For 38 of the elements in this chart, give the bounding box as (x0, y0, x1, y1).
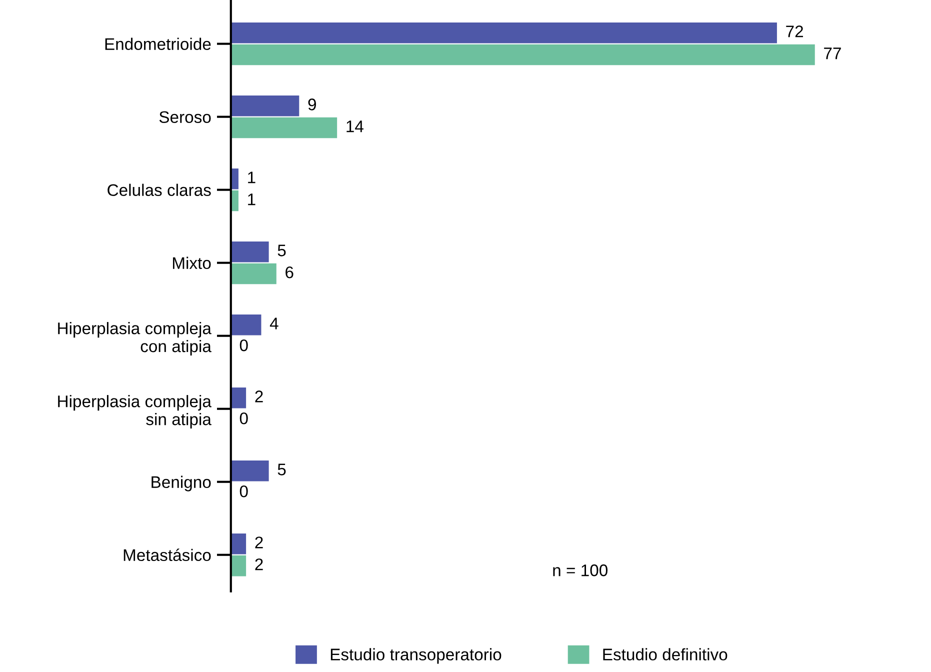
data-label: 0 (240, 412, 248, 424)
y-tick-label: Seroso (159, 111, 211, 124)
data-label: 0 (240, 485, 248, 498)
data-label: 2 (255, 536, 263, 548)
data-label: 5 (278, 244, 286, 256)
bar (230, 95, 300, 116)
y-tick-label: Endometrioide (105, 38, 211, 50)
y-tick-label: Mixto (172, 256, 211, 270)
y-tick-label: Hiperplasia compleja sin atipia (58, 395, 212, 429)
bar (230, 555, 246, 576)
data-label: 4 (270, 318, 278, 330)
bar (230, 314, 262, 336)
bar (230, 22, 777, 44)
data-label: 14 (346, 120, 364, 132)
data-label: 72 (786, 26, 803, 38)
bar (230, 44, 815, 66)
bar (230, 117, 338, 138)
bar (230, 534, 246, 554)
y-tick-label: Hiperplasia compleja con atipia (58, 322, 212, 356)
y-tick-label: Metastásico (124, 548, 211, 562)
bar (230, 241, 269, 262)
data-label: 9 (308, 98, 316, 110)
legend-label: Estudio definitivo (603, 648, 728, 660)
bar (230, 387, 246, 408)
data-label: 0 (240, 339, 248, 352)
annotation: n = 100 (553, 564, 608, 576)
y-tick-label: Celulas claras (108, 184, 211, 196)
bar (230, 460, 269, 482)
bar (230, 263, 276, 284)
data-label: 5 (278, 464, 286, 476)
legend-label: Estudio transoperatorio (330, 648, 502, 664)
data-label: 6 (286, 266, 294, 278)
data-label: 1 (248, 194, 256, 206)
data-label: 1 (248, 172, 256, 184)
data-label: 2 (255, 558, 263, 570)
data-label: 2 (255, 390, 263, 402)
y-tick-label: Benigno (152, 476, 211, 492)
data-label: 77 (824, 48, 841, 60)
